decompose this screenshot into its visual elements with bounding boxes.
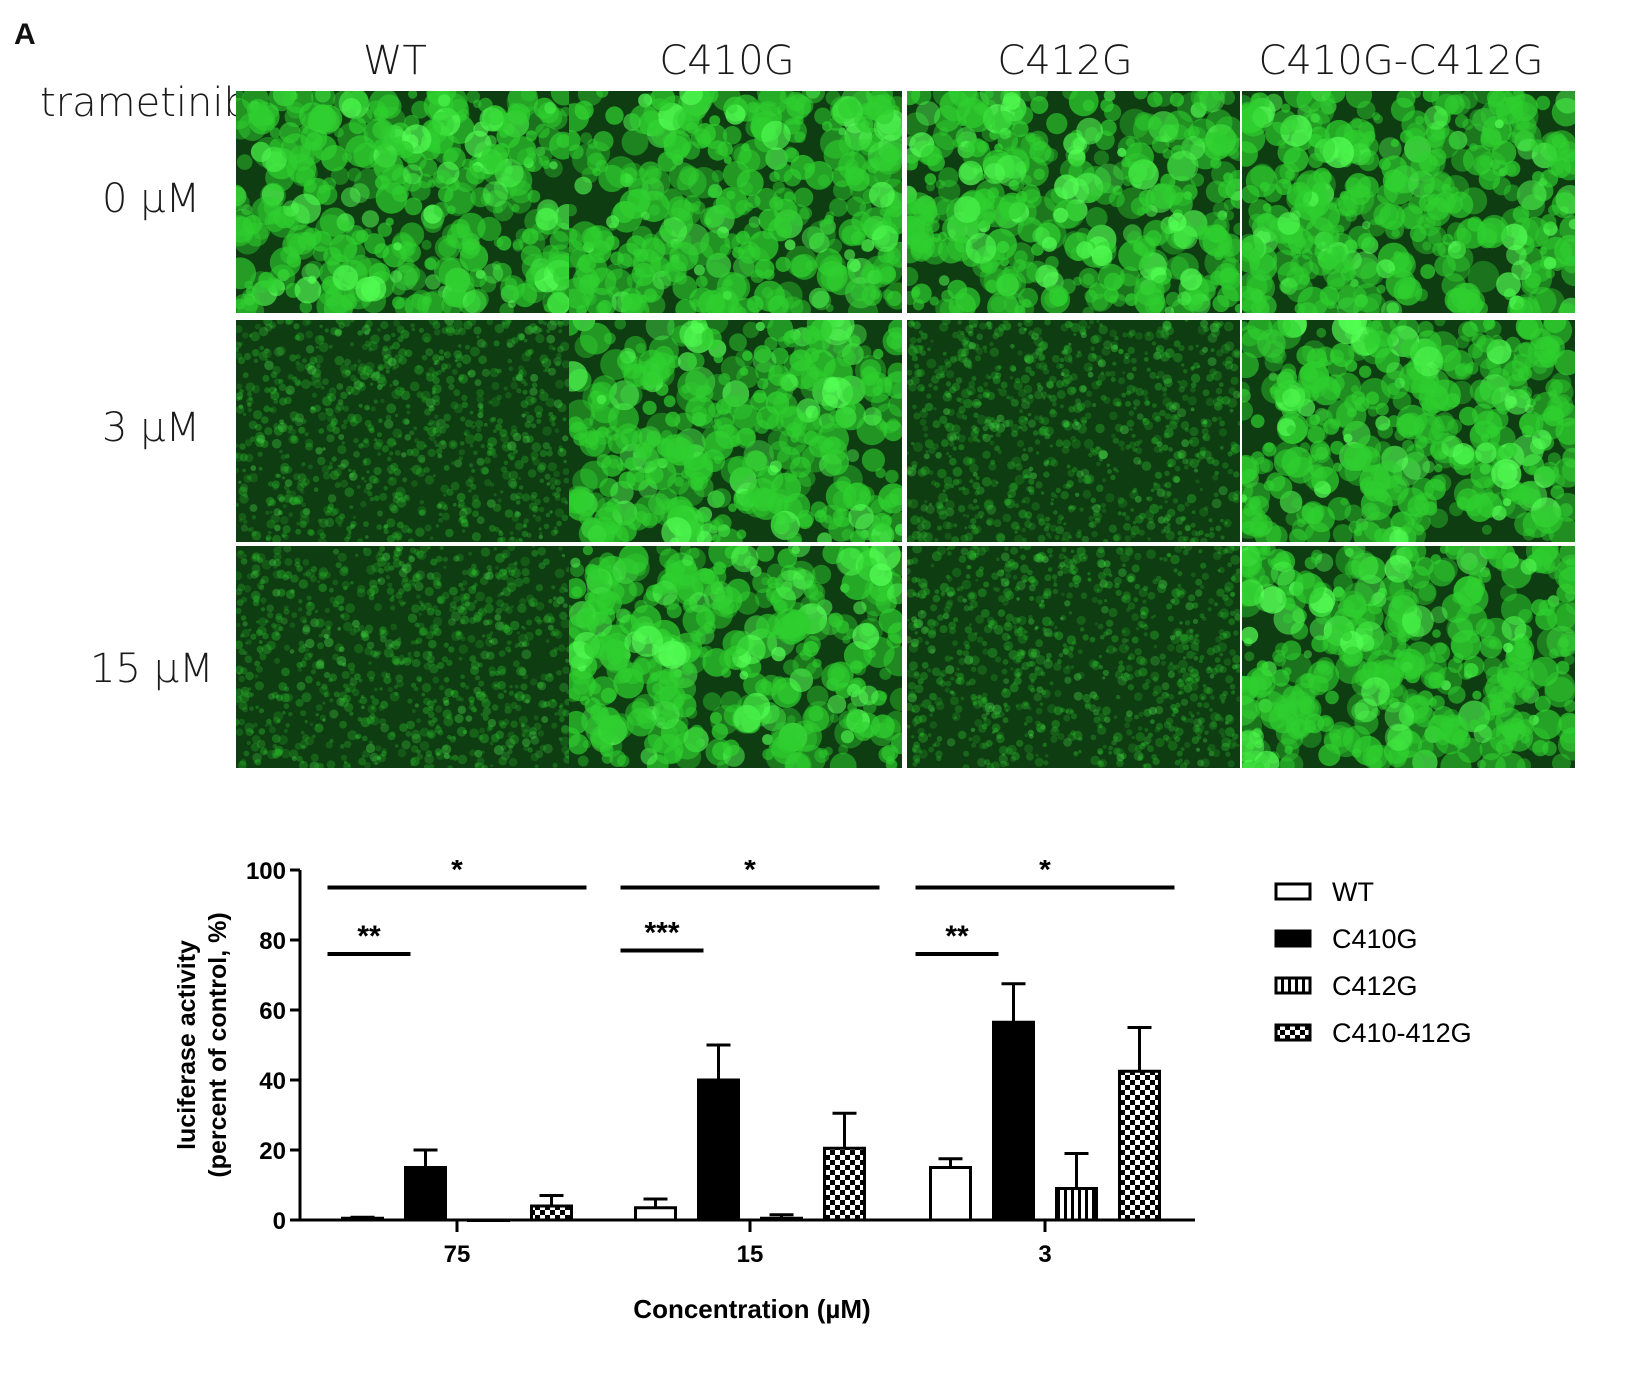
column-header-c410g: C410G — [659, 38, 795, 84]
fluorescence-image-wt-15um — [236, 546, 569, 768]
y-tick-label: 0 — [273, 1208, 286, 1235]
chart-legend: WT C410G C412G C410-412G — [1274, 877, 1472, 1048]
significance-marker: ** — [945, 920, 969, 953]
y-tick-label: 100 — [246, 860, 286, 885]
fluorescence-image-c412g-3um — [907, 320, 1240, 542]
fluorescence-image-c410g-c412g-15um — [1242, 546, 1575, 768]
chart-axes: 0 20 40 60 80 100 75 15 3 — [246, 860, 1195, 1268]
chart-bars — [341, 982, 1161, 1222]
y-axis-label-line-1: luciferase activity — [173, 940, 201, 1150]
fluorescence-image-wt-3um — [236, 320, 569, 542]
bar-c412g — [1055, 1187, 1098, 1222]
row-header-title: trametinib — [40, 80, 249, 126]
bar-c410g — [697, 1078, 740, 1222]
bar-c410-412g — [1118, 1069, 1161, 1222]
row-header-0um: 0 µM — [102, 176, 201, 222]
bar-c410-412g — [530, 1204, 573, 1222]
significance-marker: * — [451, 860, 463, 887]
significance-marker: ** — [357, 920, 381, 953]
fluorescence-image-wt-0um — [236, 91, 569, 313]
legend-label-c410-412g: C410-412G — [1332, 1018, 1472, 1048]
fluorescence-image-c412g-15um — [907, 546, 1240, 768]
legend-swatch-c412g — [1274, 976, 1312, 995]
column-header-c412g: C412G — [997, 38, 1133, 84]
row-header-15um: 15 µM — [90, 646, 214, 692]
y-tick-label: 40 — [259, 1068, 286, 1095]
fluorescence-image-c412g-0um — [907, 91, 1240, 313]
x-tick-label: 15 — [737, 1241, 764, 1268]
y-tick-label: 60 — [259, 998, 286, 1025]
fluorescence-image-c410g-c412g-3um — [1242, 320, 1575, 542]
fluorescence-image-c410g-15um — [569, 546, 902, 768]
x-tick-label: 75 — [444, 1241, 471, 1268]
legend-swatch-wt — [1274, 882, 1312, 901]
significance-marker: * — [1039, 860, 1051, 887]
bar-c412g — [760, 1216, 803, 1222]
x-tick-label: 3 — [1038, 1241, 1051, 1268]
legend-swatch-c410-412g — [1274, 1023, 1312, 1042]
legend-label-c412g: C412G — [1332, 971, 1418, 1001]
column-header-wt: WT — [363, 38, 427, 84]
bar-c410g — [404, 1166, 447, 1222]
bar-c412g — [467, 1218, 510, 1222]
legend-label-wt: WT — [1332, 877, 1374, 907]
fluorescence-image-c410g-3um — [569, 320, 902, 542]
significance-marker: * — [744, 860, 756, 887]
significance-marker: *** — [644, 917, 679, 950]
bar-wt — [929, 1166, 972, 1222]
bar-c410-412g — [823, 1146, 866, 1222]
y-axis-label-line-2: (percent of control, %) — [204, 912, 232, 1177]
legend-swatch-c410g — [1274, 929, 1312, 948]
bar-wt — [634, 1206, 677, 1222]
column-header-c410g-c412g: C410G-C412G — [1258, 38, 1544, 84]
significance-annotations: ********** — [327, 860, 1175, 956]
y-tick-label: 80 — [259, 928, 286, 955]
bar-c410g — [992, 1020, 1035, 1222]
x-axis-label: Concentration (µM) — [633, 1294, 870, 1324]
fluorescence-image-c410g-0um — [569, 91, 902, 313]
y-tick-label: 20 — [259, 1138, 286, 1165]
row-header-3um: 3 µM — [102, 405, 201, 451]
legend-label-c410g: C410G — [1332, 924, 1418, 954]
fluorescence-image-c410g-c412g-0um — [1242, 91, 1575, 313]
panel-a-label: A — [14, 18, 36, 51]
